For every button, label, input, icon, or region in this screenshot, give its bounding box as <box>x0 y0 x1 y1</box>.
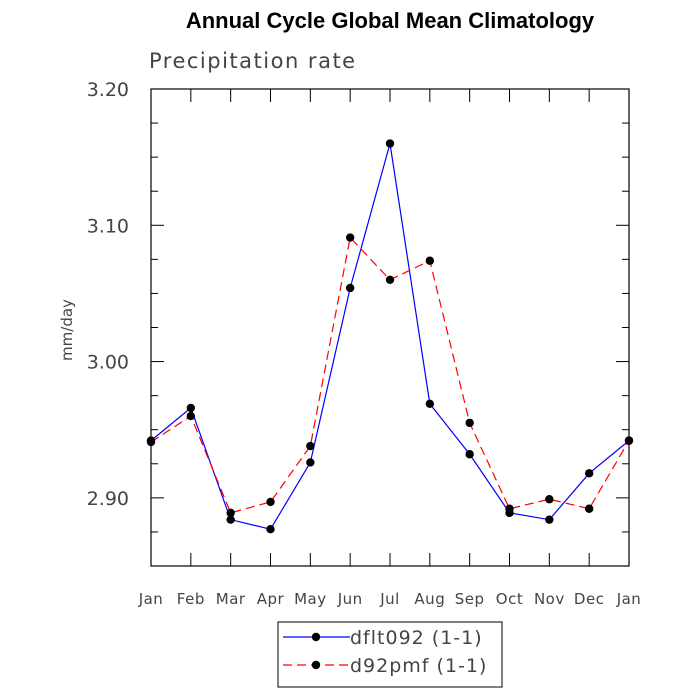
series-1-point <box>385 139 395 148</box>
series-1-point <box>584 469 594 478</box>
series-layer <box>146 139 634 534</box>
series-2-point <box>465 418 474 428</box>
x-tick-label: Nov <box>534 590 565 608</box>
series-2-point <box>226 508 235 518</box>
x-tick-label: Aug <box>414 590 445 608</box>
series-2-point <box>266 497 275 507</box>
x-tick-label: May <box>294 590 327 608</box>
series-2-point <box>545 495 554 504</box>
x-tick-label: Jun <box>337 590 363 608</box>
axes-layer: 2.90 3.00 3.10 3.20 Jan Feb Mar Apr May Jun Jul Aug… <box>87 79 642 608</box>
x-tick-label: Oct <box>496 590 523 608</box>
legend-marker-1 <box>311 632 321 642</box>
series-1-point <box>425 399 435 409</box>
series-line-1 <box>150 143 630 530</box>
series-2-point <box>186 411 196 421</box>
series-1-point <box>345 283 355 293</box>
x-tick-label: Jan <box>616 590 642 608</box>
series-1-point <box>226 515 235 524</box>
series-2-point <box>584 504 594 513</box>
series-1-point <box>465 450 474 459</box>
chart-subtitle: Precipitation rate <box>149 49 357 73</box>
series-2-point <box>624 436 634 445</box>
x-tick-label: Apr <box>257 590 285 608</box>
legend-items: dflt092 (1-1) d92pmf (1-1) <box>283 627 487 677</box>
series-2-point <box>425 256 435 265</box>
y-tick-label: 3.00 <box>87 352 129 374</box>
legend-label-2: d92pmf (1-1) <box>350 655 487 677</box>
x-tick-label: Jul <box>379 590 400 608</box>
x-tick-label: Mar <box>216 590 246 608</box>
y-tick-label: 2.90 <box>87 488 129 510</box>
series-1-point <box>306 458 315 467</box>
legend: dflt092 (1-1) d92pmf (1-1) <box>277 621 503 688</box>
series-2-point <box>345 233 355 242</box>
series-2-point <box>385 275 395 284</box>
series-1-point <box>266 525 275 534</box>
legend-marker-2 <box>311 660 321 670</box>
series-1-point <box>545 515 554 524</box>
x-tick-label: Feb <box>177 590 205 608</box>
y-tick-label: 3.10 <box>87 215 129 237</box>
x-tick-label: Dec <box>574 590 605 608</box>
y-axis-label: mm/day <box>58 299 76 361</box>
series-1-point <box>186 403 196 413</box>
legend-box <box>277 621 503 688</box>
x-tick-label: Jan <box>138 590 164 608</box>
legend-label-1: dflt092 (1-1) <box>350 627 483 649</box>
chart-title: Annual Cycle Global Mean Climatology <box>185 8 595 33</box>
series-2-point <box>505 504 514 513</box>
series-2-point <box>146 437 156 447</box>
series-2-point <box>306 441 315 451</box>
x-tick-label: Sep <box>455 590 485 608</box>
y-tick-label: 3.20 <box>87 79 129 101</box>
